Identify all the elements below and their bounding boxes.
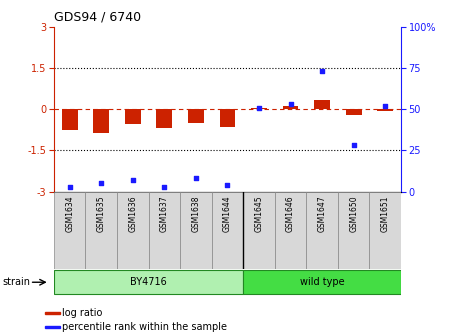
Bar <box>370 192 401 269</box>
Text: percentile rank within the sample: percentile rank within the sample <box>62 322 227 332</box>
Point <box>350 143 357 148</box>
Text: GSM1646: GSM1646 <box>286 196 295 232</box>
Text: GSM1645: GSM1645 <box>255 196 264 232</box>
Bar <box>157 109 172 128</box>
Bar <box>275 192 306 269</box>
Point <box>255 105 263 110</box>
Text: GSM1635: GSM1635 <box>97 196 106 232</box>
Text: GDS94 / 6740: GDS94 / 6740 <box>54 10 141 24</box>
Point <box>287 101 295 107</box>
Text: wild type: wild type <box>300 277 344 287</box>
Bar <box>125 109 141 124</box>
Bar <box>314 99 330 109</box>
Text: GSM1651: GSM1651 <box>381 196 390 232</box>
Text: GSM1638: GSM1638 <box>191 196 200 232</box>
Point <box>66 184 74 189</box>
Bar <box>62 109 77 130</box>
Bar <box>149 192 180 269</box>
Text: strain: strain <box>2 277 30 287</box>
Bar <box>251 108 267 109</box>
Point <box>160 184 168 189</box>
Text: GSM1650: GSM1650 <box>349 196 358 232</box>
Text: GSM1647: GSM1647 <box>318 196 326 232</box>
Point <box>192 176 200 181</box>
Bar <box>306 192 338 269</box>
Bar <box>117 192 149 269</box>
Point <box>98 181 105 186</box>
Text: BY4716: BY4716 <box>130 277 167 287</box>
Bar <box>243 270 401 294</box>
Bar <box>243 192 275 269</box>
Bar <box>45 312 60 314</box>
Bar <box>45 326 60 328</box>
Bar <box>85 192 117 269</box>
Point <box>381 103 389 109</box>
Bar <box>54 270 243 294</box>
Bar <box>346 109 362 115</box>
Point <box>318 69 326 74</box>
Point <box>224 182 231 187</box>
Bar <box>283 107 298 109</box>
Text: log ratio: log ratio <box>62 308 103 318</box>
Text: GSM1644: GSM1644 <box>223 196 232 232</box>
Bar <box>378 109 393 111</box>
Bar <box>54 192 85 269</box>
Bar <box>180 192 212 269</box>
Bar <box>93 109 109 132</box>
Bar <box>188 109 204 123</box>
Bar <box>212 192 243 269</box>
Bar <box>338 192 370 269</box>
Text: GSM1634: GSM1634 <box>65 196 74 232</box>
Text: GSM1636: GSM1636 <box>129 196 137 232</box>
Point <box>129 177 136 183</box>
Bar <box>219 109 235 127</box>
Text: GSM1637: GSM1637 <box>160 196 169 232</box>
